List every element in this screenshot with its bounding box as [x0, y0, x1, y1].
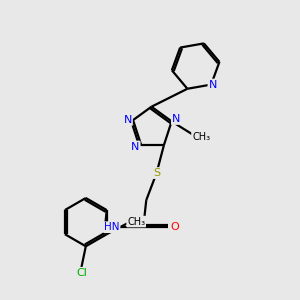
- Text: Cl: Cl: [76, 268, 87, 278]
- Text: N: N: [172, 114, 180, 124]
- Text: CH₃: CH₃: [127, 217, 145, 226]
- Text: CH₃: CH₃: [192, 132, 210, 142]
- Text: N: N: [131, 142, 140, 152]
- Text: N: N: [124, 115, 132, 125]
- Text: S: S: [153, 168, 160, 178]
- Text: N: N: [208, 80, 217, 90]
- Text: HN: HN: [104, 222, 120, 232]
- Text: O: O: [170, 222, 179, 232]
